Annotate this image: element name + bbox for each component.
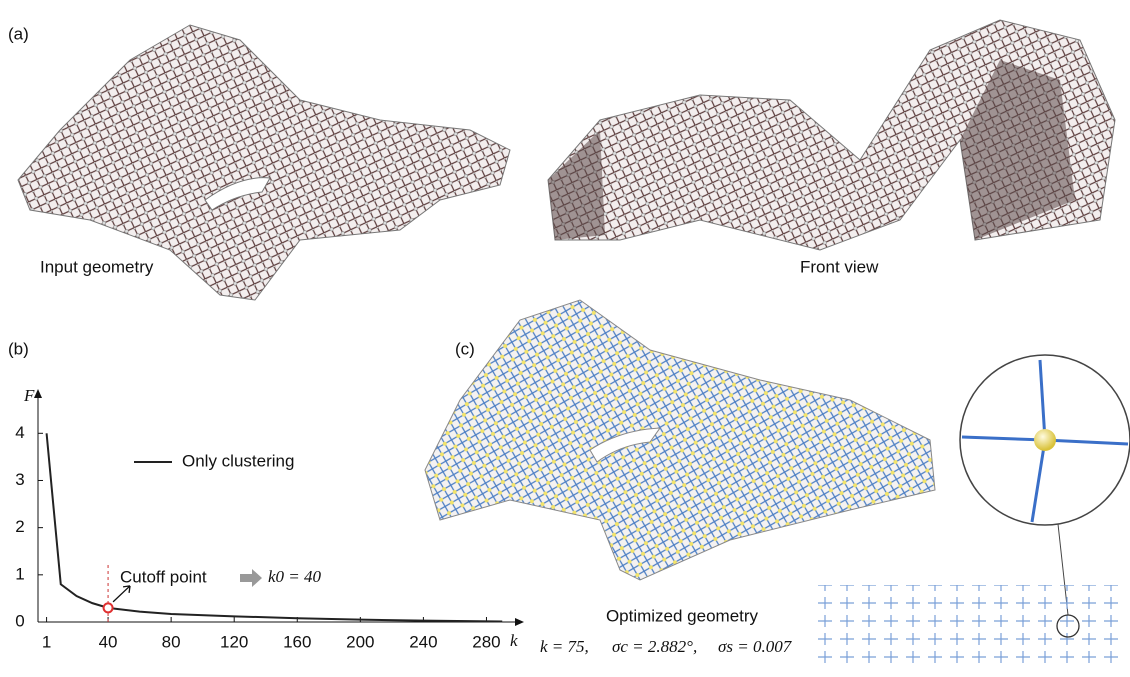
y-tick-label: 4 [15,423,24,442]
annotation: Cutoff point [120,567,207,586]
cutoff-arrow [113,586,130,602]
x-tick-label: 80 [162,632,181,651]
x-axis-label: k [510,631,518,650]
x-tick-label: 280 [472,632,500,651]
panel-c: (c) Optimized geometry k = 75, σc = 2.88… [425,300,1130,667]
caption: Input geometry [40,257,154,276]
x-tick-label: 200 [346,632,374,651]
y-tick-label: 1 [15,564,24,583]
joint-node [1034,429,1056,451]
cutoff-marker [104,603,113,612]
x-tick-label: 160 [283,632,311,651]
y-tick-label: 3 [15,470,24,489]
y-tick-label: 2 [15,517,24,536]
panel-a: (a) Input geometry Front view [8,20,1115,300]
x-tick-label: 1 [42,632,51,651]
caption: Optimized geometry [606,606,759,625]
figure: (a) Input geometry Front view (b) Fk0123… [0,0,1130,672]
joint-grid [815,585,1120,667]
caption: Front view [800,257,879,276]
x-tick-label: 240 [409,632,437,651]
legend-label: Only clustering [182,451,294,470]
panel-label: (c) [455,339,475,358]
annotation-label: k0 = 40 [268,567,322,586]
gray-arrow [240,569,262,587]
optimized-geometry-render [425,300,935,580]
param: σc = 2.882°, [612,637,697,656]
x-tick-label: 40 [99,632,118,651]
arrow [515,618,524,626]
panel-label: (a) [8,24,29,43]
param: σs = 0.007 [718,637,793,656]
y-axis-label: F [23,386,35,405]
param: k = 75, [540,637,589,656]
arrow [34,389,42,398]
panel-label: (b) [8,339,29,358]
x-tick-label: 120 [220,632,248,651]
y-tick-label: 0 [15,611,24,630]
